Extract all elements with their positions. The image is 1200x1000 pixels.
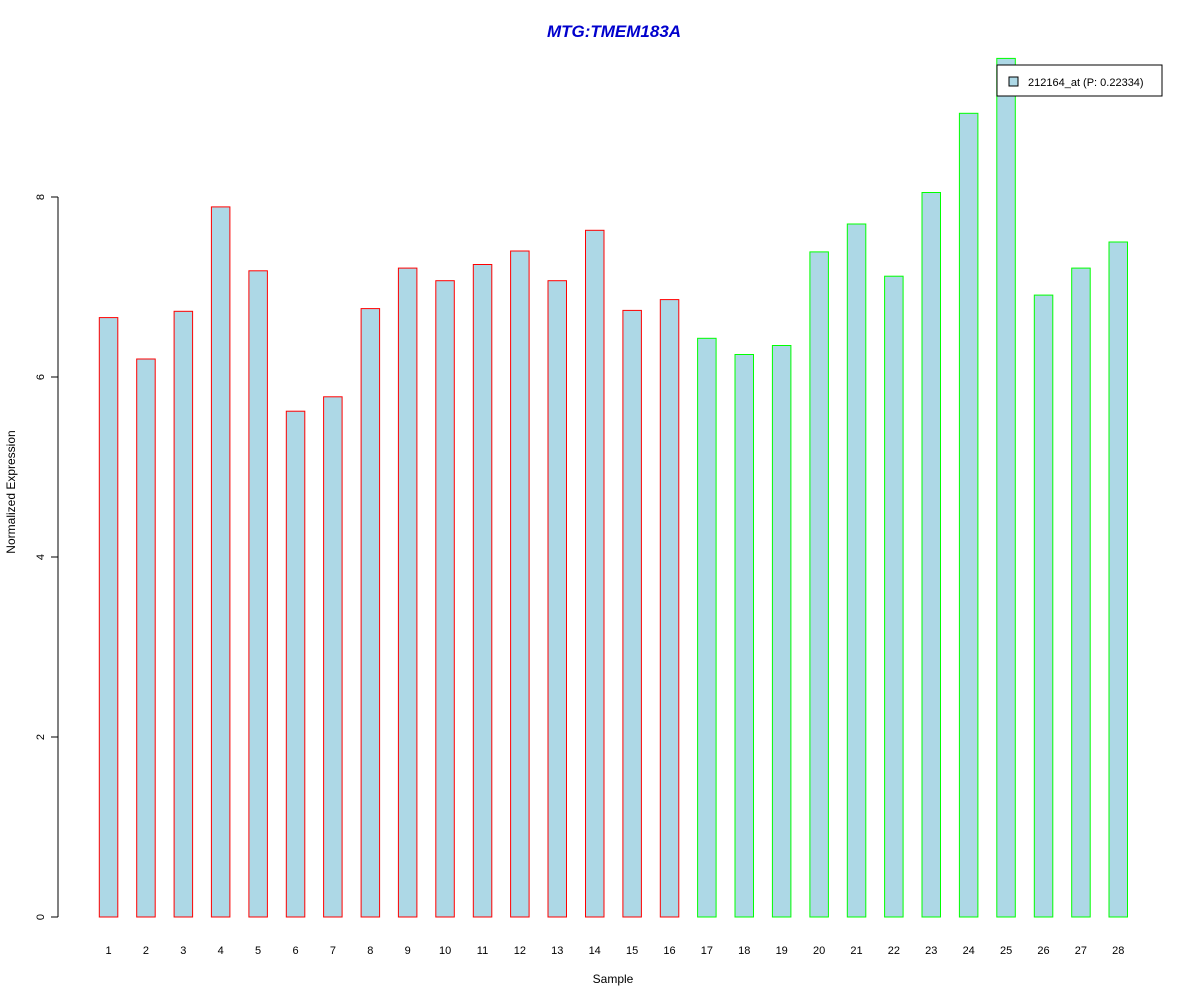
bar-sample-25	[996, 57, 1016, 918]
bar-sample-11	[472, 264, 493, 918]
bar-sample-10	[435, 280, 455, 918]
bar-sample-14	[585, 229, 605, 918]
legend-swatch	[1008, 76, 1019, 87]
legend-label: 212164_at (P: 0.22334)	[1028, 77, 1144, 89]
x-tick-label: 3	[180, 945, 186, 957]
bar-sample-1	[98, 317, 119, 918]
x-tick-label: 18	[738, 945, 750, 957]
y-tick-label: 2	[35, 734, 47, 740]
x-tick-label: 17	[701, 945, 713, 957]
x-tick-label: 11	[477, 945, 488, 957]
x-tick-label: 8	[367, 945, 373, 957]
bar-sample-19	[771, 345, 792, 918]
x-tick-label: 25	[1000, 945, 1012, 957]
x-tick-label: 12	[514, 945, 526, 957]
bar-sample-5	[248, 270, 268, 918]
y-axis-title: Normalized Expression	[4, 430, 18, 553]
x-tick-label: 28	[1112, 945, 1124, 957]
x-tick-label: 26	[1037, 945, 1049, 957]
bar-sample-17	[697, 337, 717, 918]
x-tick-labels: 1 2 3 4 5 6 7 8 9 10 11 12 13 14 15 16 17 18 19 20 21 22 23 24 2…	[105, 945, 1124, 957]
x-tick-label: 1	[105, 945, 111, 957]
bar-sample-28	[1108, 241, 1128, 918]
bar-sample-23	[921, 192, 941, 918]
bar-sample-18	[734, 354, 754, 918]
bar-sample-9	[397, 267, 418, 918]
x-tick-label: 13	[551, 945, 563, 957]
bar-sample-20	[809, 251, 829, 918]
y-tick-label: 4	[35, 554, 47, 560]
x-tick-label: 19	[776, 945, 788, 957]
bar-sample-6	[285, 410, 306, 918]
bars-group	[98, 57, 1128, 918]
bar-sample-2	[136, 358, 156, 918]
bar-sample-3	[173, 310, 194, 918]
x-tick-label: 22	[888, 945, 900, 957]
bar-sample-22	[884, 275, 904, 918]
x-tick-label: 9	[405, 945, 411, 957]
y-tick-label: 8	[35, 194, 47, 200]
bar-sample-4	[210, 206, 231, 918]
bar-sample-21	[846, 223, 867, 918]
y-tick-label: 0	[35, 914, 47, 920]
legend: 212164_at (P: 0.22334)	[996, 64, 1163, 97]
bar-sample-8	[360, 308, 381, 918]
y-axis: 0 2 4 6 8	[35, 194, 59, 920]
x-tick-label: 14	[589, 945, 601, 957]
x-tick-label: 23	[925, 945, 937, 957]
x-tick-label: 6	[292, 945, 298, 957]
bar-sample-26	[1033, 294, 1054, 918]
x-tick-label: 7	[330, 945, 336, 957]
x-tick-label: 16	[663, 945, 675, 957]
x-tick-label: 4	[218, 945, 224, 957]
legend-box	[996, 64, 1163, 97]
bar-sample-13	[547, 280, 567, 918]
x-tick-label: 5	[255, 945, 261, 957]
x-axis-title: Sample	[593, 972, 634, 986]
x-tick-label: 27	[1075, 945, 1087, 957]
x-tick-label: 2	[143, 945, 149, 957]
bar-sample-7	[323, 396, 343, 918]
chart-title: MTG:TMEM183A	[547, 22, 681, 41]
x-tick-label: 20	[813, 945, 825, 957]
bar-sample-15	[622, 309, 642, 918]
x-tick-label: 21	[850, 945, 862, 957]
bar-sample-16	[659, 299, 680, 918]
x-tick-label: 15	[626, 945, 638, 957]
x-tick-label: 24	[963, 945, 975, 957]
bar-sample-24	[958, 112, 979, 918]
y-tick-label: 6	[35, 374, 47, 380]
bar-sample-12	[510, 250, 530, 918]
x-tick-label: 10	[439, 945, 451, 957]
bar-sample-27	[1071, 267, 1091, 918]
